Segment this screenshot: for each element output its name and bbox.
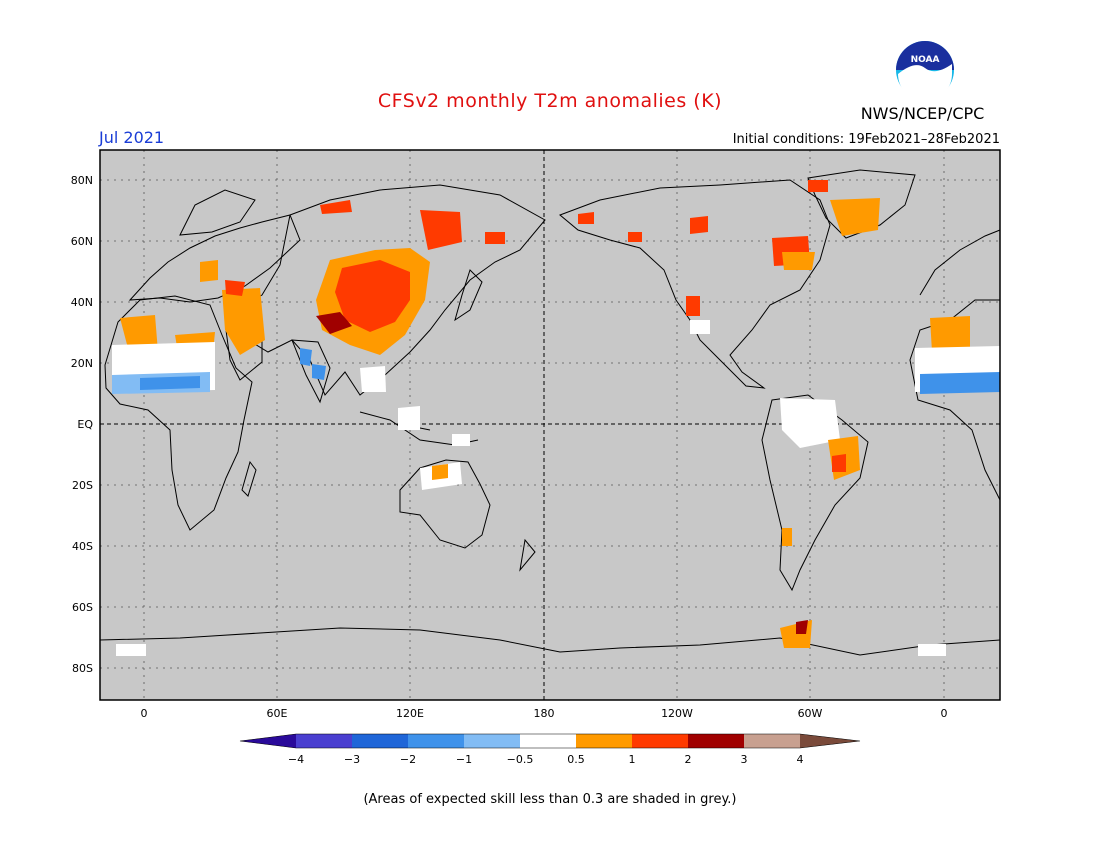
coastlines [99,169,1001,656]
legend-swatch [520,734,576,748]
legend-label: 2 [685,753,692,766]
legend-swatch [408,734,464,748]
lon-tick: 120W [661,707,693,720]
lat-tick: 60N [71,235,93,248]
patch-siberia-1 [420,210,462,250]
patch-right-africa-orange [930,316,970,352]
legend-label: −4 [288,753,304,766]
coast-europe-repeat [919,229,1001,296]
legend-swatch [464,734,520,748]
legend-label: 3 [741,753,748,766]
patch-india-blue-2 [312,364,326,380]
patch-west-us [686,296,700,316]
patch-sahel-blue [140,376,200,390]
patch-peninsula-darkred [796,620,808,634]
legend-label: 1 [629,753,636,766]
legend-swatch [632,734,688,748]
legend-label: −0.5 [507,753,534,766]
coast-africa [104,295,253,531]
lat-tick: 60S [72,601,93,614]
legend-label: 0.5 [567,753,585,766]
patch-mexico-white [690,320,710,334]
lon-tick: 180 [534,707,555,720]
lat-axis: 80N 60N 40N 20N EQ 20S 40S 60S 80S [71,174,94,675]
patch-greenland-red [808,180,828,192]
coast-newzealand [519,538,536,572]
graticule [100,150,1000,700]
coast-australia [399,459,491,549]
lon-tick: 0 [941,707,948,720]
footnote: (Areas of expected skill less than 0.3 a… [363,792,737,807]
patch-caspian [225,280,245,296]
patch-png-white [452,434,470,446]
patch-eastern-europe [200,260,218,282]
coast-antarctica [99,627,1001,656]
patch-brazil-red [832,454,846,472]
target-month-label: Jul 2021 [99,128,165,147]
legend-swatch [352,734,408,748]
patch-asia-darkred [316,312,352,334]
legend-swatch [688,734,744,748]
patch-amazon-white [780,398,840,448]
legend-label: 4 [797,753,804,766]
map-title: CFSv2 monthly T2m anomalies (K) [377,90,723,112]
lon-axis: 0 60E 120E 180 120W 60W 0 [141,707,948,720]
lat-tick: 20S [72,479,93,492]
patch-siberia-2 [320,200,352,214]
organization-label: NWS/NCEP/CPC [860,104,985,123]
legend-label: −1 [456,753,472,766]
patch-indonesia-white [398,406,420,430]
color-legend: −4 −3 −2 −1 −0.5 0.5 1 2 3 4 [239,733,861,766]
coast-japan [454,269,483,322]
legend-swatch [576,734,632,748]
noaa-logo: NOAA [896,41,954,100]
anomaly-patches [112,180,1000,656]
coast-south-america [761,394,869,592]
coast-greenland [807,169,916,239]
legend-outline [239,733,861,749]
patch-siberia-3 [485,232,505,244]
coast-madagascar [241,460,257,497]
patch-alaska-red-2 [628,232,642,242]
map-frame [99,149,1001,701]
lat-tick: 40N [71,296,93,309]
legend-swatch [744,734,800,748]
coast-india [291,339,331,404]
legend-label: −3 [344,753,360,766]
patch-antarctica-white-2 [918,644,946,656]
map-background [100,150,1000,700]
patch-se-asia-white [360,366,386,392]
logo-text: NOAA [911,55,940,65]
lat-tick: 80N [71,174,93,187]
legend-arrow-right [800,734,860,748]
patch-patagonia [782,528,792,546]
patch-greenland-orange [830,198,880,236]
legend-swatch [296,734,352,748]
patch-right-africa-blue [920,372,1000,394]
patch-antarctica-white-1 [116,644,146,656]
patch-mideast [222,288,265,355]
coast-north-america [559,179,831,389]
patch-canada-red [690,216,708,234]
lon-tick: 0 [141,707,148,720]
patch-hudson-orange [782,252,815,270]
legend-arrow-left [240,734,296,748]
lon-tick: 120E [396,707,424,720]
patch-asia-red [335,260,410,332]
lat-tick: 80S [72,662,93,675]
lat-tick: 40S [72,540,93,553]
initial-conditions-label: Initial conditions: 19Feb2021–28Feb2021 [732,132,1000,147]
lon-tick: 60E [267,707,288,720]
lat-tick: 20N [71,357,93,370]
patch-india-blue [300,348,312,366]
coast-africa-repeat [909,299,1001,501]
patch-australia-orange [432,464,448,480]
legend-label: −2 [400,753,416,766]
lat-tick: EQ [77,418,93,431]
lon-tick: 60W [798,707,823,720]
coast-scandinavia [179,189,256,236]
patch-alaska-red [578,212,594,224]
